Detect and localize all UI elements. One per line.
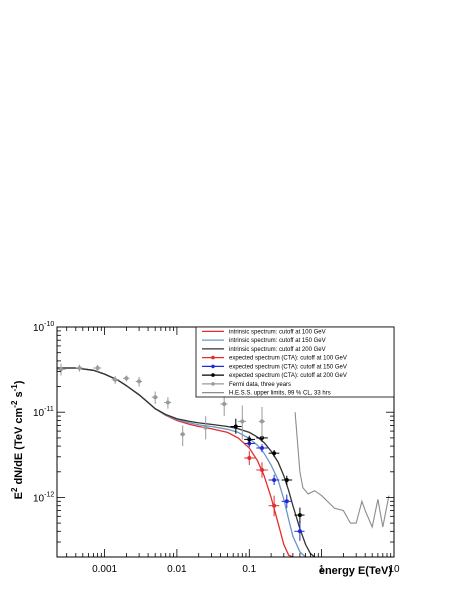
point-marker — [260, 468, 264, 472]
point-marker — [284, 499, 289, 504]
point-marker — [59, 367, 63, 372]
point-marker — [124, 376, 129, 381]
legend-entry: intrinsic spectrum: cutoff at 200 GeV — [202, 347, 326, 353]
legend-box — [195, 326, 395, 398]
point-marker — [272, 503, 277, 508]
point-marker — [284, 478, 289, 482]
legend-label: intrinsic spectrum: cutoff at 100 GeV — [229, 329, 326, 335]
legend-entry: H.E.S.S. upper limits, 99 % CL, 33 hrs — [202, 391, 331, 397]
data-point — [268, 450, 280, 457]
point-marker — [137, 379, 142, 384]
data-point — [281, 475, 293, 485]
legend: intrinsic spectrum: cutoff at 100 GeV int… — [195, 326, 395, 398]
data-point — [258, 407, 265, 438]
point-layer — [57, 363, 305, 541]
data-point — [268, 495, 280, 517]
point-marker — [260, 446, 264, 450]
point-marker — [180, 432, 185, 437]
point-marker — [260, 419, 264, 424]
y-tick-label: 10-11 — [33, 406, 54, 419]
point-marker — [272, 451, 277, 456]
legend-marker — [211, 373, 215, 377]
legend-marker — [211, 364, 215, 369]
data-point — [238, 405, 246, 440]
legend-entry: Fermi data, three years — [202, 382, 291, 388]
x-tick-label: 0.1 — [242, 564, 256, 575]
point-marker — [222, 402, 227, 406]
y-axis-title: E2 dN/dE (TeV cm-2 s-1) — [10, 380, 25, 499]
legend-entry: expected spectrum (CTA): cutoff at 200 G… — [202, 373, 347, 379]
data-point — [179, 425, 186, 447]
legend-entry: intrinsic spectrum: cutoff at 150 GeV — [202, 338, 326, 344]
data-point — [294, 507, 305, 524]
y-tick-label: 10-10 — [33, 321, 54, 334]
data-point — [75, 364, 83, 372]
data-point — [256, 462, 268, 478]
tick-label-layer: 0.001 0.01 0.1 1 10 10-10 10-11 10-12 — [33, 321, 400, 575]
y-tick-label: 10-12 — [33, 491, 54, 504]
legend-label: intrinsic spectrum: cutoff at 150 GeV — [229, 338, 326, 344]
data-point — [281, 494, 293, 509]
point-marker — [153, 395, 158, 400]
legend-marker — [211, 355, 215, 360]
point-marker — [297, 513, 302, 518]
point-marker — [247, 437, 252, 442]
data-point — [230, 418, 242, 434]
legend-label: H.E.S.S. upper limits, 99 % CL, 33 hrs — [229, 391, 331, 397]
legend-entry: expected spectrum (CTA): cutoff at 100 G… — [202, 356, 347, 362]
data-point — [256, 444, 268, 453]
series-line-7 — [294, 412, 390, 529]
legend-label: expected spectrum (CTA): cutoff at 150 G… — [229, 364, 347, 370]
point-marker — [297, 529, 302, 534]
data-point — [151, 391, 159, 404]
data-point — [164, 397, 172, 409]
x-tick-label: 0.01 — [167, 564, 187, 575]
series-line-2 — [57, 367, 316, 558]
data-point — [57, 363, 66, 376]
x-axis-title: energy E(TeV) — [319, 565, 392, 577]
x-tick-label: 1 — [319, 564, 325, 575]
legend-marker — [211, 382, 215, 386]
data-point — [268, 474, 280, 485]
point-marker — [233, 424, 238, 429]
data-point — [93, 364, 102, 372]
point-marker — [272, 478, 277, 482]
legend-label: intrinsic spectrum: cutoff at 200 GeV — [229, 347, 326, 353]
point-marker — [247, 456, 252, 460]
point-marker — [113, 377, 118, 382]
data-point — [294, 521, 305, 541]
point-marker — [95, 366, 100, 370]
point-marker — [165, 400, 170, 405]
legend-label: expected spectrum (CTA): cutoff at 100 G… — [229, 356, 347, 362]
x-tick-label: 10 — [388, 564, 400, 575]
point-marker — [240, 419, 245, 424]
data-point — [244, 451, 255, 465]
data-point — [123, 375, 130, 382]
legend-entry: expected spectrum (CTA): cutoff at 150 G… — [202, 364, 347, 370]
data-point — [201, 416, 210, 440]
data-point — [135, 376, 143, 387]
legend-label: Fermi data, three years — [229, 382, 291, 388]
x-tick-label: 0.001 — [92, 564, 117, 575]
legend-entry: intrinsic spectrum: cutoff at 100 GeV — [202, 329, 326, 335]
point-marker — [203, 425, 208, 430]
legend-label: expected spectrum (CTA): cutoff at 200 G… — [229, 373, 347, 379]
point-marker — [77, 366, 82, 370]
data-point — [244, 435, 255, 444]
data-point — [111, 376, 120, 384]
